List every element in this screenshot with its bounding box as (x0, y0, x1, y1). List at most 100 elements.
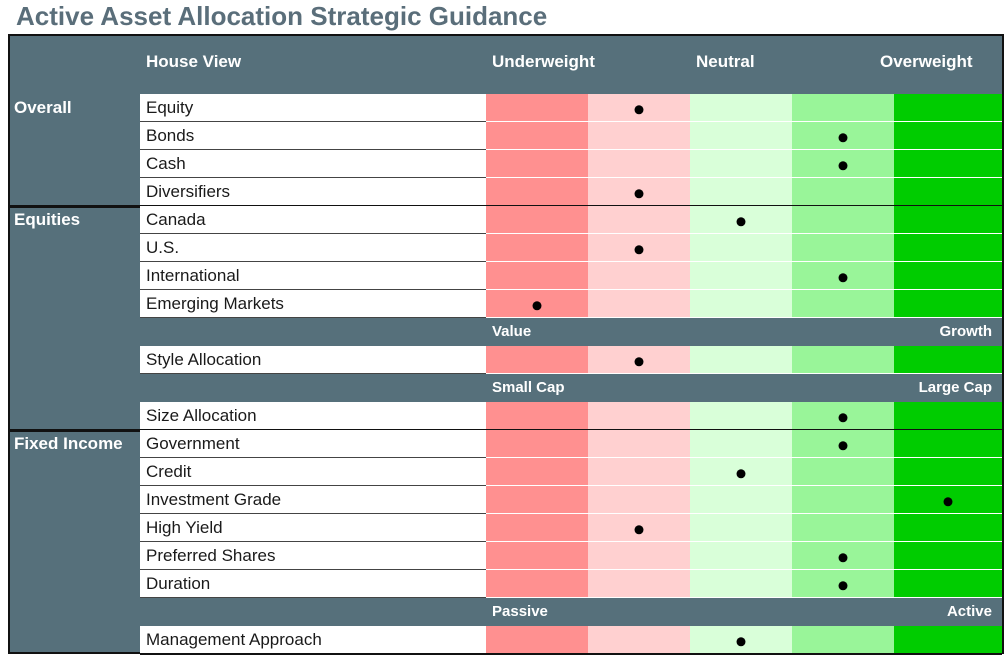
rating-cell-1 (486, 430, 588, 458)
rating-cell-5 (894, 122, 1002, 150)
rating-dot (838, 132, 848, 142)
rating-cell-1 (486, 150, 588, 178)
rating-cell-1 (486, 178, 588, 206)
rating-dot (838, 552, 848, 562)
rating-cell-4 (792, 206, 894, 234)
row-label: Cash (140, 150, 486, 178)
row-label: Investment Grade (140, 486, 486, 514)
rating-cell-1 (486, 486, 588, 514)
rating-dot (634, 524, 644, 534)
row-label: Credit (140, 458, 486, 486)
rating-cell-2 (588, 430, 690, 458)
rating-cell-4 (792, 262, 894, 290)
rating-cell-3 (690, 458, 792, 486)
rating-cell-1 (486, 458, 588, 486)
rating-dot (634, 104, 644, 114)
rating-cell-5 (894, 514, 1002, 542)
rating-cell-1 (486, 514, 588, 542)
subheader-left: Passive (492, 603, 548, 620)
row-label: Style Allocation (140, 346, 486, 374)
rating-cell-1 (486, 234, 588, 262)
rating-cell-4 (792, 570, 894, 598)
rating-cell-2 (588, 122, 690, 150)
subheader-left: Small Cap (492, 379, 565, 396)
rating-cell-1 (486, 402, 588, 430)
rating-cell-2 (588, 262, 690, 290)
rating-dot (838, 440, 848, 450)
rating-cell-2 (588, 234, 690, 262)
row-label: Canada (140, 206, 486, 234)
rating-cell-2 (588, 570, 690, 598)
rating-dot (736, 636, 746, 646)
rating-dot (838, 580, 848, 590)
rating-cell-4 (792, 94, 894, 122)
rating-cell-5 (894, 458, 1002, 486)
rating-cell-4 (792, 178, 894, 206)
rating-cell-2 (588, 458, 690, 486)
rating-cell-4 (792, 514, 894, 542)
rating-cell-2 (588, 206, 690, 234)
rating-cell-5 (894, 486, 1002, 514)
rating-cell-1 (486, 626, 588, 654)
rating-cell-1 (486, 262, 588, 290)
rating-cell-2 (588, 626, 690, 654)
row-label: High Yield (140, 514, 486, 542)
bottom-separator (140, 653, 1002, 655)
rating-cell-3 (690, 402, 792, 430)
rating-dot (634, 356, 644, 366)
rating-dot (838, 272, 848, 282)
rating-cell-2 (588, 178, 690, 206)
subheader-right: Growth (939, 323, 993, 340)
rating-cell-3 (690, 206, 792, 234)
rating-cell-5 (894, 430, 1002, 458)
rating-cell-3 (690, 178, 792, 206)
row-label: Preferred Shares (140, 542, 486, 570)
rating-cell-4 (792, 290, 894, 318)
row-label: Equity (140, 94, 486, 122)
row-label: International (140, 262, 486, 290)
section-label: Equities (14, 210, 81, 229)
rating-cell-1 (486, 346, 588, 374)
rating-cell-1 (486, 542, 588, 570)
rating-cell-5 (894, 570, 1002, 598)
rating-cell-3 (690, 626, 792, 654)
rating-cell-5 (894, 290, 1002, 318)
row-label: Bonds (140, 122, 486, 150)
rating-cell-3 (690, 430, 792, 458)
row-label: Size Allocation (140, 402, 486, 430)
rating-cell-3 (690, 122, 792, 150)
rating-cell-2 (588, 542, 690, 570)
rating-cell-4 (792, 402, 894, 430)
rating-cell-5 (894, 346, 1002, 374)
row-label: Duration (140, 570, 486, 598)
rating-cell-4 (792, 458, 894, 486)
rating-cell-5 (894, 262, 1002, 290)
rating-cell-3 (690, 570, 792, 598)
rating-cell-2 (588, 402, 690, 430)
rating-dot (838, 160, 848, 170)
rating-cell-1 (486, 290, 588, 318)
row-label: Diversifiers (140, 178, 486, 206)
rating-cell-3 (690, 290, 792, 318)
rating-cell-1 (486, 206, 588, 234)
rating-cell-3 (690, 486, 792, 514)
rating-cell-3 (690, 542, 792, 570)
section-label: Overall (14, 98, 72, 117)
rating-cell-4 (792, 430, 894, 458)
rating-cell-3 (690, 94, 792, 122)
rating-cell-5 (894, 150, 1002, 178)
rating-cell-5 (894, 94, 1002, 122)
rating-cell-4 (792, 542, 894, 570)
rating-cell-4 (792, 346, 894, 374)
rating-cell-2 (588, 346, 690, 374)
row-label: Management Approach (140, 626, 486, 654)
rating-cell-5 (894, 402, 1002, 430)
rating-cell-5 (894, 626, 1002, 654)
row-label: Government (140, 430, 486, 458)
rating-dot (943, 496, 953, 506)
subheader-right: Large Cap (918, 379, 992, 396)
rating-cell-1 (486, 570, 588, 598)
rating-cell-3 (690, 514, 792, 542)
rating-cell-1 (486, 122, 588, 150)
rating-cell-2 (588, 94, 690, 122)
